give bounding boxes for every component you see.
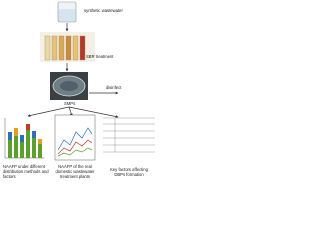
- graphical-abstract: synthetic wastewater SBR treatment SMPs …: [3, 1, 155, 179]
- caption-line: treatment plants: [60, 174, 90, 179]
- caption-line: factors: [3, 174, 16, 179]
- tank-image: [50, 72, 88, 100]
- caption-line: domestic wastewater: [55, 169, 95, 174]
- caption: NAAFP under different distribution metho…: [3, 164, 49, 179]
- caption-line: DBPs formation: [114, 172, 144, 177]
- step-label: SMPs: [64, 101, 75, 106]
- bar-chart-image: [4, 118, 44, 159]
- step-label: synthetic wastewater: [84, 8, 123, 13]
- caption-line: NAAFP of the real: [58, 164, 92, 169]
- line-chart-image: [54, 114, 96, 161]
- arrow: [27, 106, 70, 117]
- caption-line: distribution methods and: [3, 169, 49, 174]
- caption-line: Key factors affecting: [110, 167, 149, 172]
- sbr-image: [40, 32, 95, 62]
- caption: Key factors affecting DBPs formation: [110, 167, 149, 177]
- step-label: SBR treatment: [86, 54, 114, 59]
- arrow: [68, 106, 119, 118]
- arrow: [68, 106, 73, 117]
- caption: NAAFP of the real domestic wastewater tr…: [55, 164, 95, 179]
- beaker-image: [57, 1, 77, 23]
- table-image: [103, 117, 155, 153]
- caption-line: NAAFP under different: [3, 164, 46, 169]
- step-label: disinfect: [106, 85, 122, 90]
